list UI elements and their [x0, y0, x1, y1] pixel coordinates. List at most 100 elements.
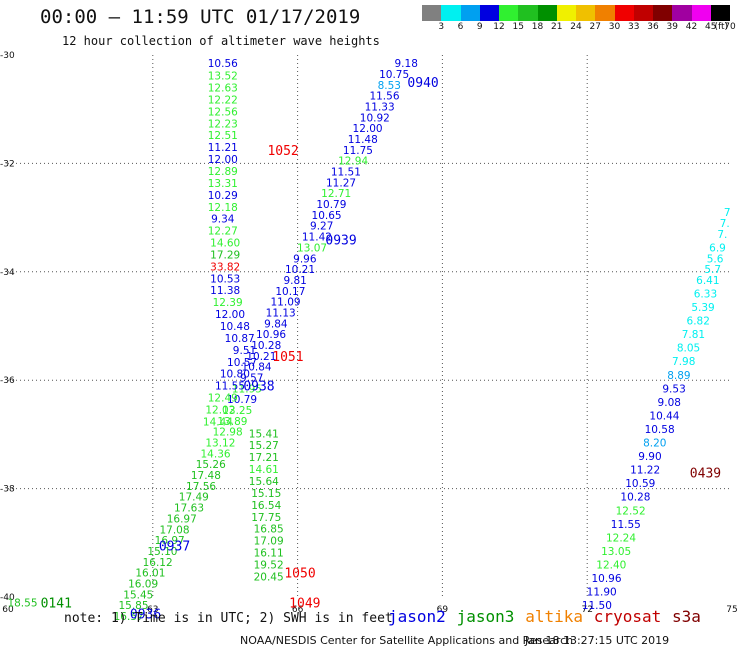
x-tick-label: 69 [437, 605, 449, 615]
wave-height-value: 5.39 [691, 302, 714, 314]
pass-time-label: 1049 [289, 596, 320, 611]
wave-height-value: 12.49 [208, 393, 238, 405]
wave-height-value: 10.75 [379, 69, 409, 81]
wave-height-value: 10.28 [251, 340, 281, 352]
wave-height-value: 10.96 [591, 573, 621, 585]
wave-height-value: 13.89 [217, 416, 247, 428]
legend-swatch [499, 5, 519, 21]
satellite-legend-jason2: jason2 [388, 607, 446, 626]
wave-height-value: 10.21 [285, 264, 315, 276]
chart-title: 00:00 – 11:59 UTC 01/17/2019 [40, 6, 361, 28]
wave-height-value: 7. [720, 218, 730, 230]
legend-label: 24 [570, 22, 582, 32]
legend-label: 39 [666, 22, 678, 32]
wave-height-value: 6.82 [687, 316, 710, 328]
legend-swatch [633, 5, 653, 21]
legend-label: 18 [531, 22, 544, 32]
pass-time-label: 0936 [130, 607, 161, 622]
wave-height-value: 11.50 [582, 600, 612, 612]
y-tick-label: -36 [0, 376, 15, 386]
wave-height-value: 10.53 [210, 273, 240, 285]
wave-height-value: 17.56 [186, 481, 216, 493]
x-tick-label: 60 [2, 605, 14, 615]
wave-height-value: 12.56 [208, 106, 238, 118]
wave-height-value: 9.53 [662, 383, 685, 395]
legend-swatch [710, 5, 730, 21]
wave-height-value: 12.23 [208, 118, 238, 130]
wave-height-value: 16.97 [167, 513, 197, 525]
y-tick-label: -30 [0, 51, 15, 61]
wave-height-value: 16.11 [254, 548, 284, 560]
wave-height-value: 11.95 [232, 383, 262, 395]
wave-height-value: 16.09 [128, 578, 158, 590]
wave-height-value: 12.98 [213, 427, 243, 439]
pass-time-label: 0938 [243, 380, 274, 395]
legend-swatch [518, 5, 538, 21]
wave-height-value: 11.56 [369, 91, 399, 103]
wave-height-value: 15.45 [123, 589, 153, 601]
wave-height-value: 17.49 [179, 492, 209, 504]
wave-height-value: 17.08 [159, 524, 189, 536]
wave-height-value: 16.12 [143, 557, 173, 569]
pass-time-label: 0141 [41, 596, 72, 611]
wave-height-value: 11.42 [302, 232, 332, 244]
legend-swatch [595, 5, 615, 21]
wave-height-value: 19.52 [254, 559, 284, 571]
credit-line: NOAA/NESDIS Center for Satellite Applica… [240, 634, 574, 647]
wave-height-value: 12.51 [208, 130, 238, 142]
legend-label: 70 [724, 22, 736, 32]
wave-height-value: 17.29 [210, 249, 240, 261]
wave-height-value: 7 [724, 207, 731, 219]
pass-time-label: 1052 [267, 144, 298, 159]
satellite-legend-jason3: jason3 [456, 607, 515, 626]
legend-label: (ft) [714, 22, 728, 32]
wave-height-value: 15.41 [249, 428, 279, 440]
wave-height-value: 10.79 [227, 394, 257, 406]
color-scale-legend [422, 5, 730, 21]
wave-height-value: 9.08 [658, 397, 681, 409]
wave-height-value: 5.7 [704, 264, 721, 276]
wave-height-value: 17.63 [174, 503, 204, 515]
wave-height-value: 6.33 [694, 288, 717, 300]
wave-height-value: 11.13 [266, 307, 296, 319]
wave-height-value: 17.21 [249, 452, 279, 464]
pass-time-label: 0937 [159, 540, 190, 555]
wave-height-value: 11.09 [271, 297, 301, 309]
wave-height-value: 15.26 [196, 459, 226, 471]
legend-label: 15 [512, 22, 524, 32]
legend-swatch [691, 5, 711, 21]
wave-height-value: 15.10 [147, 546, 177, 558]
wave-height-value: 14.61 [249, 464, 279, 476]
wave-height-value: 10.96 [256, 329, 286, 341]
wave-height-value: 11.22 [630, 465, 660, 477]
wave-height-value: 7.81 [682, 329, 705, 341]
legend-swatch [576, 5, 596, 21]
wave-height-value: 11.21 [208, 142, 238, 154]
wave-height-value: 10.56 [208, 58, 238, 70]
wave-height-value: 9.96 [293, 253, 317, 265]
legend-label: 3 [438, 22, 445, 32]
wave-height-value: 7.98 [672, 356, 695, 368]
wave-height-value: 6.9 [709, 242, 726, 254]
y-tick-label: -40 [0, 593, 15, 603]
wave-height-value: 10.48 [220, 321, 250, 333]
legend-label: 30 [608, 22, 621, 32]
legend-label: 36 [647, 22, 659, 32]
pass-time-label: 1050 [284, 567, 315, 582]
wave-height-value: 9.27 [310, 221, 333, 233]
color-scale-labels: 3 6 9 12 15 18 21 24 27 30 33 36 39 42 45 70 (ft) [422, 22, 735, 34]
wave-height-value: 12.02 [205, 404, 235, 416]
generated-timestamp: Jan 18 13:27:15 UTC 2019 [525, 634, 670, 647]
wave-height-value: 17.75 [251, 512, 281, 524]
legend-swatch [441, 5, 461, 21]
wave-height-value: 10.57 [227, 357, 257, 369]
y-tick-label: -32 [0, 159, 15, 169]
x-tick-label: 72 [581, 605, 592, 615]
wave-height-value: 13.31 [208, 178, 238, 190]
wave-height-value: 9.51 [233, 345, 256, 357]
legend-label: 9 [476, 22, 483, 32]
legend-label: 12 [493, 22, 505, 32]
wave-height-value: 13.07 [297, 242, 327, 254]
wave-height-value: 8.20 [643, 438, 666, 450]
